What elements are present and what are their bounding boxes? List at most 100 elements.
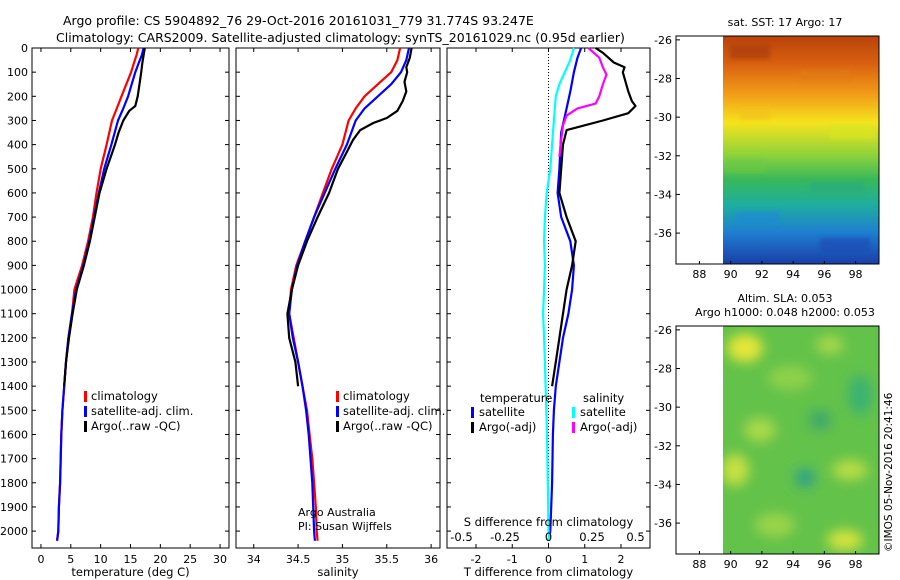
- difference-profile-panel: -2 -1 0 1 2T difference from climatology temp…: [446, 47, 651, 579]
- series-line-temperature-satellite: [547, 47, 583, 542]
- x-tick-label: 1: [581, 553, 588, 566]
- map-y-tick-label: -34: [654, 188, 672, 201]
- map-x-tick-label: 88: [692, 268, 706, 281]
- annotation: Argo Australia: [298, 506, 376, 519]
- y-tick-label: 1200: [0, 332, 28, 345]
- secondary-x-tick-label: 0.25: [579, 530, 605, 544]
- secondary-x-tick-label: -0.5: [450, 530, 472, 544]
- legend-label: Argo(-adj): [580, 420, 637, 434]
- y-tick-label: 100: [7, 66, 28, 79]
- y-tick-label: 900: [7, 259, 28, 272]
- panel-frame: [31, 47, 230, 549]
- legend-swatch: [572, 422, 575, 433]
- map-y-tick-label: -26: [654, 324, 672, 337]
- x-axis-label: temperature (deg C): [71, 565, 189, 579]
- y-tick-label: 300: [7, 114, 28, 127]
- panel-frame: [235, 47, 441, 549]
- map-x-tick-label: 98: [849, 558, 863, 571]
- y-tick-label: 1900: [0, 501, 28, 514]
- secondary-x-tick-label: 0.5: [626, 530, 644, 544]
- y-tick-label: 800: [7, 235, 28, 248]
- series-line-climatology: [288, 47, 402, 541]
- map-y-tick-label: -34: [654, 478, 672, 491]
- legend-swatch: [84, 421, 87, 432]
- sst-map-title: sat. SST: 17 Argo: 17: [728, 16, 843, 29]
- y-tick-label: 600: [7, 187, 28, 200]
- x-tick-label: 35: [335, 553, 349, 566]
- legend-label: climatology: [91, 389, 158, 403]
- series-line-argo-raw-qc-: [286, 47, 413, 387]
- map-y-tick-label: -32: [654, 150, 672, 163]
- map-x-tick-label: 96: [817, 558, 831, 571]
- legend-swatch: [84, 391, 87, 402]
- legend-swatch: [572, 407, 575, 418]
- y-tick-label: 1500: [0, 404, 28, 417]
- sla-map-title2: Argo h1000: 0.048 h2000: 0.053: [695, 306, 875, 319]
- x-tick-label: 36: [424, 553, 438, 566]
- map-x-tick-label: 96: [817, 268, 831, 281]
- series-line-argo-raw-qc-: [63, 47, 146, 387]
- map-x-tick-label: 94: [786, 268, 800, 281]
- header-line2: Climatology: CARS2009. Satellite-adjuste…: [56, 30, 625, 45]
- series-line-salinity-argo-adj-: [558, 47, 608, 157]
- legend-label: satellite: [580, 405, 626, 419]
- series-line-salinity-satellite: [542, 47, 575, 541]
- series-line-temperature-argo-adj-: [551, 47, 637, 387]
- sla-map-frame: [675, 325, 880, 555]
- legend-swatch: [336, 421, 339, 432]
- salinity-profile-panel: 34 34.5 35 35.5 36 salinity climatologysatelli…: [235, 47, 445, 579]
- legend-title-temperature: temperature: [480, 391, 552, 405]
- y-tick-label: 1700: [0, 453, 28, 466]
- x-tick-label: 25: [183, 553, 197, 566]
- legend-swatch: [84, 406, 87, 417]
- legend-label: Argo(..raw -QC): [91, 419, 181, 433]
- series-line-climatology: [56, 47, 140, 541]
- map-x-tick-label: 92: [755, 268, 769, 281]
- x-tick-label: 10: [94, 553, 108, 566]
- sla-map-title: Altim. SLA: 0.053: [737, 292, 832, 305]
- x-tick-label: 35.5: [375, 553, 400, 566]
- legend-swatch: [336, 391, 339, 402]
- legend-label: satellite: [479, 405, 525, 419]
- y-tick-label: 1100: [0, 308, 28, 321]
- map-x-tick-label: 94: [786, 558, 800, 571]
- map-y-tick-label: -30: [654, 111, 672, 124]
- y-tick-label: 0: [21, 42, 28, 55]
- legend-title-salinity: salinity: [583, 391, 624, 405]
- x-tick-label: 15: [124, 553, 138, 566]
- map-y-tick-label: -32: [654, 440, 672, 453]
- legend-swatch: [336, 406, 339, 417]
- x-axis-label: salinity: [317, 565, 358, 579]
- y-tick-label: 2000: [0, 525, 28, 538]
- x-tick-label: 30: [213, 553, 227, 566]
- x-tick-label: -1: [507, 553, 518, 566]
- map-x-tick-label: 90: [724, 558, 738, 571]
- x-axis-label: T difference from climatology: [463, 565, 634, 579]
- header-line1: Argo profile: CS 5904892_76 29-Oct-2016 …: [63, 13, 534, 28]
- x-tick-label: 0: [37, 553, 44, 566]
- y-tick-label: 1300: [0, 356, 28, 369]
- side-stamp: ©IMOS 05-Nov-2016 20:41:46: [883, 392, 895, 552]
- map-y-tick-label: -28: [654, 363, 672, 376]
- legend-swatch: [471, 407, 474, 418]
- y-tick-label: 1400: [0, 380, 28, 393]
- temperature-profile-panel: 0100200300400500600700800900100011001200…: [0, 42, 230, 579]
- y-tick-label: 200: [7, 90, 28, 103]
- x-tick-label: 20: [153, 553, 167, 566]
- sst-map-frame: [675, 35, 880, 265]
- legend-label: Argo(-adj): [479, 420, 536, 434]
- map-x-tick-label: 92: [755, 558, 769, 571]
- sla-map: Altim. SLA: 0.053 Argo h1000: 0.048 h200…: [654, 292, 880, 571]
- annotation: PI: Susan Wijffels: [298, 520, 392, 533]
- y-tick-label: 400: [7, 139, 28, 152]
- secondary-x-axis-label: S difference from climatology: [464, 515, 634, 529]
- map-x-tick-label: 90: [724, 268, 738, 281]
- x-tick-label: 5: [67, 553, 74, 566]
- x-tick-label: 0: [545, 553, 552, 566]
- y-tick-label: 1800: [0, 477, 28, 490]
- series-line-satellite-adj-clim-: [56, 47, 145, 541]
- x-tick-label: 2: [618, 553, 625, 566]
- map-y-tick-label: -30: [654, 401, 672, 414]
